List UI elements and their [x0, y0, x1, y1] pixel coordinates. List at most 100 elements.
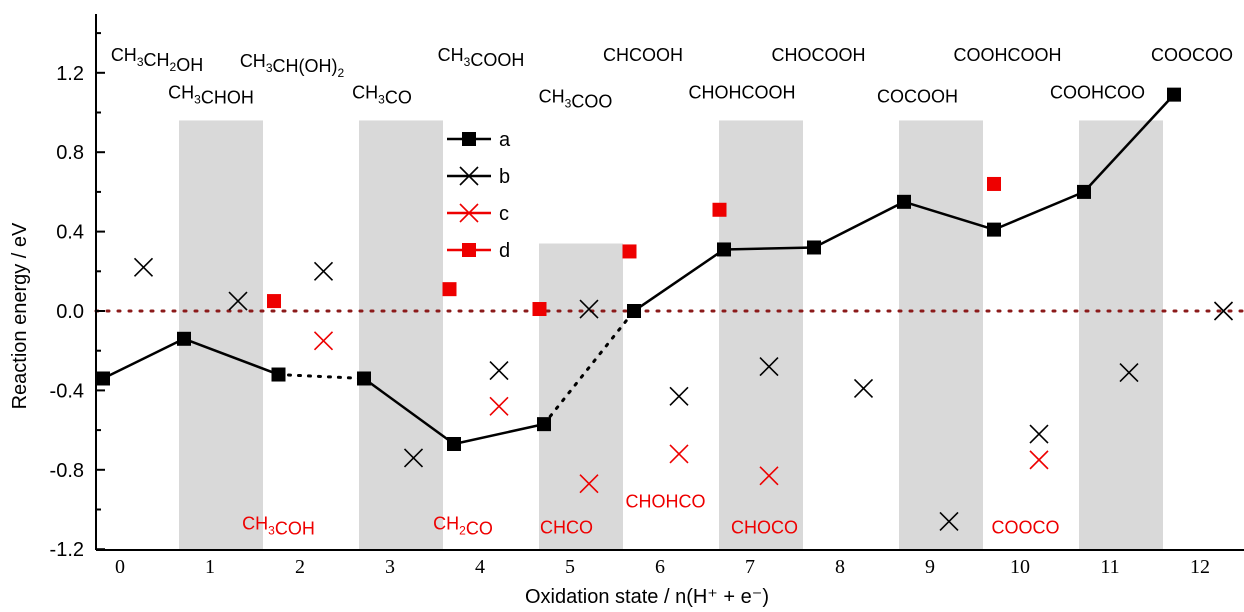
- axes: -1.2-0.8-0.40.00.40.81.20 1 2 3 4 5 6 7 8 9 10 11 12: [50, 14, 1244, 578]
- series-a-point: [1077, 184, 1091, 199]
- species-label-bottom: CH2CO: [433, 513, 493, 538]
- series-a-point: [807, 240, 821, 255]
- x-tick-label: 9: [925, 556, 935, 578]
- species-label-bottom: CH3COH: [242, 513, 315, 538]
- series-a-lines: [102, 93, 1175, 446]
- y-tick-label: -0.8: [50, 460, 84, 482]
- x-tick-label: 1: [205, 556, 215, 578]
- series-a-point: [897, 194, 911, 209]
- x-tick-label: 6: [655, 556, 665, 578]
- species-label-top: CH3CH2OH: [111, 45, 203, 75]
- legend-label-b: b: [499, 166, 510, 188]
- species-label-bottom: CHCO: [540, 517, 593, 537]
- series-d-point: [442, 282, 457, 297]
- series-a-point: [271, 367, 286, 382]
- series-c-point: [759, 466, 779, 486]
- series-b-point: [1119, 362, 1139, 383]
- series-b-point: [228, 291, 248, 311]
- legend-marker-a: [462, 132, 476, 146]
- series-b-point: [669, 386, 689, 406]
- x-tick-label: 10: [1010, 556, 1030, 578]
- species-label-top: CHOHCOOH: [689, 83, 796, 103]
- data-markers: [96, 87, 1234, 531]
- species-label-bottom: COOCO: [991, 517, 1059, 537]
- x-tick-label: 3: [385, 556, 395, 578]
- legend-label-d: d: [499, 240, 510, 262]
- species-label-top: CH3CO: [352, 83, 412, 108]
- x-tick-label: 7: [745, 556, 755, 578]
- series-a-segment: [102, 337, 185, 380]
- species-label-top: CH3COO: [539, 87, 613, 112]
- y-tick-label: -0.4: [50, 380, 84, 402]
- series-b-point: [133, 257, 154, 277]
- series-a-point: [537, 417, 551, 432]
- y-axis-label: Reaction energy / eV: [9, 222, 31, 409]
- series-a-segment: [1083, 93, 1175, 193]
- series-a-point: [987, 222, 1001, 237]
- legend-marker-d: [462, 243, 476, 257]
- grey-bands: [179, 120, 1163, 550]
- series-d-point: [712, 202, 727, 217]
- band-0: [179, 120, 263, 550]
- series-c-point: [669, 444, 689, 464]
- series-b-point: [939, 511, 959, 531]
- series-d-point: [267, 294, 281, 309]
- series-c-point: [489, 396, 509, 416]
- x-tick-label: 12: [1190, 556, 1210, 578]
- band-3: [719, 120, 803, 550]
- y-tick-label: 0.4: [56, 222, 84, 244]
- series-a-segment: [993, 190, 1085, 231]
- x-tick-label: 0: [115, 556, 125, 578]
- series-a-segment: [633, 248, 725, 313]
- species-label-top: CH3CHOH: [168, 83, 254, 108]
- series-a-segment: [277, 373, 366, 380]
- series-b-point: [489, 360, 509, 381]
- series-c-point: [313, 331, 334, 351]
- series-b-point: [579, 299, 599, 319]
- species-label-bottom: CHOHCO: [626, 492, 706, 512]
- series-b-point: [1213, 301, 1234, 321]
- x-tick-label: 4: [475, 556, 485, 578]
- series-b-point: [759, 357, 779, 377]
- series-a-point: [627, 304, 641, 318]
- series-b-point: [313, 261, 334, 281]
- legend-marker-c: [459, 203, 479, 223]
- x-tick-label: 2: [295, 556, 305, 578]
- series-a-segment: [723, 246, 815, 251]
- series-a-segment: [813, 200, 905, 249]
- x-tick-label: 5: [565, 556, 575, 578]
- series-a-point: [717, 242, 731, 257]
- legend-label-c: c: [499, 203, 509, 225]
- series-a-segment: [542, 309, 636, 426]
- band-1: [359, 120, 443, 550]
- band-2: [539, 243, 623, 550]
- series-a-segment: [183, 337, 279, 376]
- x-tick-label: 8: [835, 556, 845, 578]
- series-c-point: [1029, 450, 1049, 470]
- species-label-bottom: CHOCO: [731, 517, 798, 537]
- x-axis-label: Oxidation state / n(H⁺ + e⁻): [525, 586, 769, 608]
- series-d-point: [532, 302, 547, 317]
- series-d-point: [622, 244, 637, 259]
- species-label-top: COCOOH: [877, 87, 958, 107]
- series-a-segment: [453, 422, 545, 446]
- x-tick-label: 11: [1100, 556, 1119, 578]
- series-b-point: [853, 378, 874, 398]
- series-a-point: [96, 371, 110, 386]
- species-label-top: CHCOOH: [603, 45, 683, 65]
- species-label-top: CHOCOOH: [772, 45, 866, 65]
- species-label-top: COOHCOO: [1050, 83, 1145, 103]
- series-c-point: [579, 474, 599, 494]
- species-label-top: COOCOO: [1151, 45, 1233, 65]
- band-4: [899, 120, 983, 550]
- series-a-point: [447, 436, 461, 451]
- band-5: [1079, 120, 1163, 550]
- species-label-top: COOHCOOH: [954, 45, 1062, 65]
- series-b-point: [1029, 424, 1049, 444]
- y-tick-label: 0.0: [56, 301, 84, 323]
- species-label-top: CH3CH(OH)2: [240, 51, 345, 80]
- series-a-segment: [903, 200, 995, 231]
- y-tick-label: -1.2: [50, 539, 84, 561]
